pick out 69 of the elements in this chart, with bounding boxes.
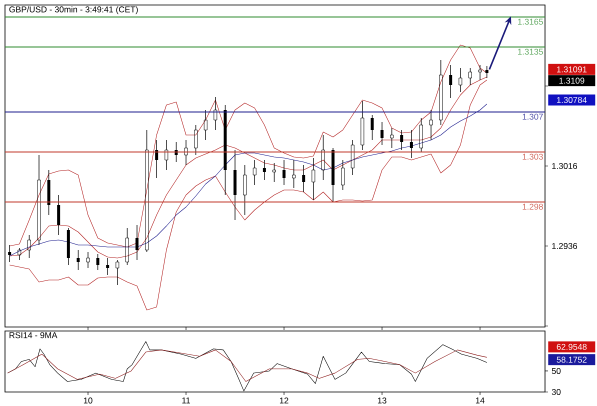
x-tick-label: 13 (378, 398, 386, 404)
candlestick (282, 160, 286, 186)
candlestick (410, 130, 413, 158)
candlestick (390, 128, 394, 148)
candlestick (184, 140, 188, 166)
candlestick (458, 68, 462, 92)
candlestick (312, 158, 316, 200)
candlestick (47, 170, 50, 216)
candlestick (66, 228, 70, 266)
candlestick (125, 228, 129, 266)
candlestick (292, 160, 296, 188)
ref-line-label: 1.3135 (518, 48, 543, 55)
candlestick (214, 96, 218, 130)
candlestick (243, 164, 247, 216)
candlestick (18, 248, 22, 260)
candlestick (96, 254, 100, 270)
candlestick (145, 130, 149, 252)
candlestick (252, 160, 256, 186)
text: 1.31091 (557, 66, 587, 72)
ref-line-label: 1.3165 (518, 18, 543, 25)
candlestick (234, 150, 237, 220)
line-series (7, 350, 488, 382)
candlestick (419, 118, 423, 152)
candlestick (449, 64, 452, 98)
y-tick-label: 50 (552, 368, 561, 374)
text: 62.9548 (556, 344, 587, 350)
text: 1.3109 (559, 78, 584, 84)
ref-line-label: 1.303 (522, 154, 543, 160)
candlestick (106, 258, 110, 276)
candlestick (321, 134, 325, 180)
candlestick (116, 260, 120, 286)
candlestick (272, 162, 276, 182)
candlestick (360, 100, 364, 150)
y-tick-label: 1.2936 (552, 243, 578, 249)
candlestick (57, 194, 60, 236)
candlestick (429, 110, 433, 140)
candlestick (400, 130, 404, 150)
chart-title: GBP/USD - 30min - 3:49:41 (CET) (9, 6, 138, 14)
ref-line-label: 1.298 (522, 204, 543, 210)
candlestick (27, 234, 31, 258)
candlestick (350, 140, 354, 176)
y-tick-label: 30 (552, 389, 561, 395)
chart-title: RSI14 - 9MA (10, 332, 58, 338)
candlestick (439, 60, 443, 126)
candlestick (204, 110, 208, 140)
candlestick (8, 244, 12, 262)
x-tick-label: 10 (84, 398, 92, 404)
candlestick (370, 114, 374, 140)
candlestick (164, 140, 168, 170)
text: 1.30784 (557, 97, 587, 103)
x-tick-label: 14 (476, 398, 484, 404)
candlestick (136, 224, 139, 260)
ref-line-label: 1.307 (522, 114, 543, 120)
candlestick (468, 68, 472, 86)
candlestick (86, 252, 90, 268)
candlestick (341, 160, 345, 190)
candlestick (302, 164, 306, 192)
candlestick (478, 64, 482, 80)
candlestick (224, 104, 227, 196)
y-tick-label: 1.3016 (552, 163, 578, 169)
candlestick (262, 160, 266, 180)
x-tick-label: 11 (182, 398, 190, 404)
candlestick (76, 250, 80, 270)
candlestick (155, 140, 158, 178)
x-tick-label: 12 (280, 398, 288, 404)
candlestick (380, 122, 384, 146)
candlestick (194, 124, 198, 156)
candlestick (332, 148, 335, 202)
text: 58.1752 (556, 356, 587, 363)
